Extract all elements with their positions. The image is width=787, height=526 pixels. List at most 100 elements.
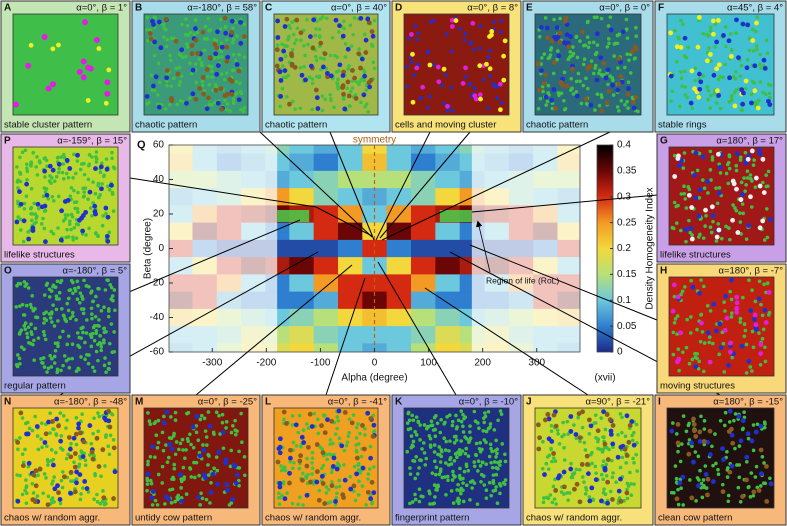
panel-letter: C	[265, 3, 272, 14]
particle	[75, 222, 79, 226]
particle	[178, 80, 182, 84]
particle	[698, 79, 703, 84]
particle	[363, 433, 367, 437]
particle	[690, 68, 695, 73]
particle	[754, 21, 759, 26]
particle	[235, 473, 240, 478]
particle	[537, 107, 541, 111]
particle	[32, 202, 36, 206]
particle	[278, 69, 283, 74]
particle	[111, 413, 115, 417]
panel-caption: stable cluster pattern	[4, 120, 92, 131]
particle	[105, 234, 110, 239]
particle	[600, 93, 604, 97]
particle	[479, 25, 483, 29]
particle	[556, 53, 561, 58]
particle	[327, 488, 331, 492]
particle	[16, 448, 20, 452]
symmetry-label: symmetry	[353, 135, 396, 146]
particle	[546, 100, 550, 104]
particle	[52, 199, 56, 203]
particle	[316, 418, 320, 422]
particle	[677, 503, 681, 507]
heatmap-cell-mirror	[192, 309, 217, 327]
particle	[351, 86, 355, 90]
particle	[702, 236, 706, 240]
particle	[489, 494, 493, 498]
particle	[30, 206, 34, 210]
particle	[503, 452, 507, 456]
particle	[626, 482, 630, 486]
particle	[332, 106, 336, 110]
particle	[69, 194, 73, 198]
particle	[488, 455, 492, 459]
particle	[99, 164, 104, 169]
particle	[286, 74, 290, 78]
particle	[563, 71, 567, 75]
particle	[546, 455, 550, 459]
heatmap-cell-mirror	[630, 136, 655, 154]
particle	[710, 444, 714, 448]
particle	[27, 325, 31, 329]
particle	[102, 305, 106, 309]
particle	[325, 417, 330, 422]
panel-letter: E	[526, 3, 533, 14]
particle	[313, 34, 317, 38]
particle	[482, 438, 486, 442]
particle	[456, 483, 460, 487]
particle	[676, 36, 680, 40]
particle	[201, 30, 206, 35]
particle	[373, 429, 377, 433]
particle	[305, 457, 309, 461]
particle	[145, 489, 149, 493]
particle	[584, 77, 588, 81]
particle	[79, 355, 83, 359]
particle	[568, 429, 573, 434]
particle	[219, 18, 223, 22]
particle	[79, 449, 83, 453]
particle	[74, 480, 79, 485]
particle	[708, 52, 713, 57]
particle	[676, 156, 681, 161]
panel-letter: N	[4, 397, 11, 408]
particle	[195, 81, 199, 85]
particle	[297, 459, 302, 464]
particle	[495, 473, 499, 477]
particle	[604, 463, 608, 467]
particle	[291, 414, 295, 418]
particle	[739, 155, 743, 159]
particle	[302, 428, 306, 432]
y-tick-label: -40	[150, 312, 165, 323]
particle	[749, 173, 753, 177]
particle	[566, 420, 570, 424]
particle	[539, 68, 544, 73]
particle	[459, 409, 463, 413]
particle	[446, 478, 450, 482]
particle	[465, 465, 469, 469]
particle	[586, 87, 590, 91]
particle	[52, 284, 56, 288]
particle	[554, 459, 558, 463]
particle	[753, 81, 757, 85]
particle	[475, 442, 479, 446]
particle	[152, 422, 156, 426]
particle	[59, 155, 63, 159]
rol-region	[440, 210, 472, 222]
particle	[94, 315, 98, 319]
particle	[371, 423, 376, 428]
particle	[153, 54, 157, 58]
particle	[748, 308, 753, 313]
particle	[71, 291, 75, 295]
particle	[44, 476, 48, 480]
particle	[730, 311, 734, 315]
particle	[32, 358, 36, 362]
particle	[103, 501, 107, 505]
particle	[96, 359, 100, 363]
particle	[635, 423, 639, 427]
particle	[16, 353, 20, 357]
particle	[752, 88, 757, 93]
particle	[433, 443, 437, 447]
particle	[25, 304, 29, 308]
panel-letter: P	[4, 136, 11, 147]
particle	[550, 424, 554, 428]
